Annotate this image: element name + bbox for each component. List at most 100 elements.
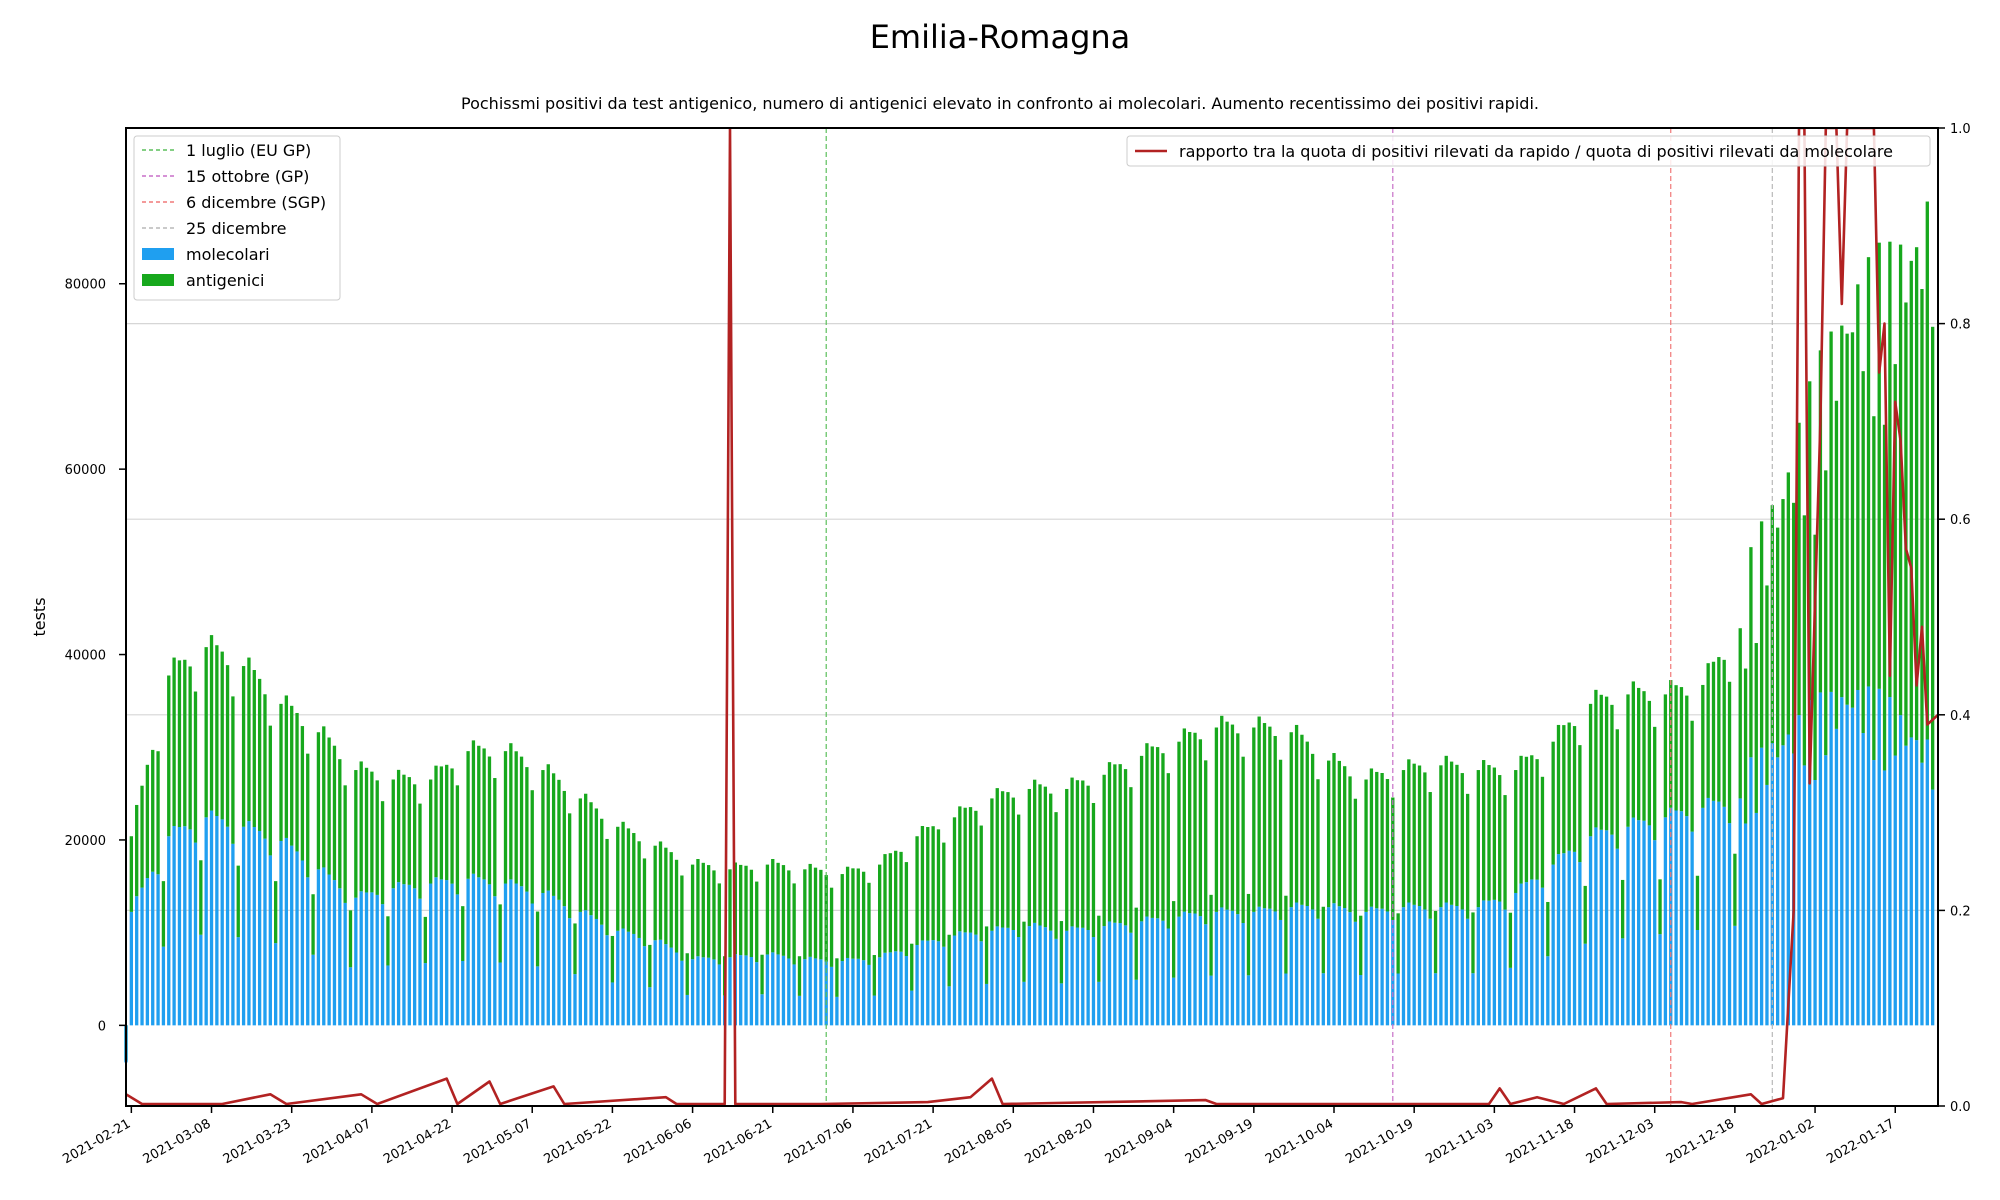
- bar-antigenici: [386, 916, 390, 966]
- bar-molecolari: [1305, 905, 1309, 1026]
- bar-antigenici: [1492, 767, 1497, 900]
- bar-antigenici: [936, 829, 941, 942]
- bar-molecolari: [466, 878, 470, 1026]
- bar-antigenici: [1359, 915, 1363, 975]
- bar-antigenici: [274, 881, 278, 944]
- bar-antigenici: [1669, 680, 1673, 808]
- bar-antigenici: [199, 860, 203, 935]
- bar-antigenici: [209, 635, 214, 811]
- bar-antigenici: [1679, 687, 1684, 812]
- bar-antigenici: [1284, 895, 1288, 974]
- bar-molecolari: [370, 892, 374, 1026]
- bar-molecolari: [781, 955, 786, 1026]
- bar-molecolari: [1385, 911, 1390, 1026]
- bar-antigenici: [290, 705, 294, 846]
- bar-antigenici: [589, 802, 593, 916]
- bar-molecolari: [1412, 904, 1416, 1026]
- bar-molecolari: [1722, 806, 1726, 1026]
- legend-label: 6 dicembre (SGP): [186, 193, 326, 212]
- bar-molecolari: [1866, 686, 1871, 1026]
- bar-antigenici: [236, 865, 240, 938]
- bar-molecolari: [493, 896, 497, 1026]
- bar-antigenici: [1898, 244, 1903, 716]
- bar-antigenici: [1775, 527, 1780, 758]
- bar-molecolari: [755, 962, 759, 1026]
- bar-antigenici: [348, 910, 353, 968]
- bar-antigenici: [899, 851, 903, 952]
- bar-molecolari: [1423, 909, 1427, 1026]
- bar-molecolari: [626, 931, 631, 1026]
- bar-molecolari: [1097, 981, 1101, 1026]
- bar-antigenici: [493, 778, 497, 897]
- bar-antigenici: [680, 875, 684, 961]
- y2-tick-label: 0.2: [1950, 904, 1971, 919]
- bar-antigenici: [1102, 774, 1106, 927]
- bar-antigenici: [1155, 747, 1160, 919]
- bar-antigenici: [674, 859, 679, 953]
- bar-antigenici: [231, 696, 235, 844]
- bar-antigenici: [1487, 765, 1491, 901]
- bar-molecolari: [915, 944, 919, 1026]
- bar-molecolari: [1524, 882, 1529, 1026]
- bar-molecolari: [498, 962, 502, 1026]
- bar-antigenici: [584, 793, 588, 911]
- bar-antigenici: [1471, 912, 1475, 974]
- bar-antigenici: [215, 645, 219, 817]
- bar-antigenici: [1583, 885, 1587, 944]
- bar-antigenici: [1711, 661, 1716, 801]
- bar-antigenici: [840, 874, 844, 962]
- bar-antigenici: [867, 882, 871, 965]
- bar-molecolari: [1888, 697, 1892, 1026]
- bar-antigenici: [257, 678, 262, 831]
- bar-antigenici: [1193, 732, 1197, 914]
- bar-antigenici: [225, 665, 230, 827]
- bar-antigenici: [1198, 739, 1203, 917]
- bar-antigenici: [455, 785, 460, 895]
- bar-molecolari: [861, 960, 866, 1026]
- bar-molecolari: [1417, 905, 1422, 1026]
- bar-molecolari: [1081, 927, 1085, 1026]
- bar-molecolari: [1658, 934, 1662, 1026]
- bar-antigenici: [1006, 792, 1010, 928]
- bar-molecolari: [1075, 927, 1080, 1026]
- bar-antigenici: [958, 806, 962, 932]
- bar-antigenici: [423, 916, 427, 964]
- bar-molecolari: [1214, 911, 1219, 1026]
- legend-label: rapporto tra la quota di positivi rileva…: [1179, 142, 1893, 161]
- bar-antigenici: [995, 788, 999, 927]
- bar-molecolari: [1000, 927, 1005, 1026]
- bar-molecolari: [1519, 883, 1523, 1026]
- bar-antigenici: [1241, 756, 1245, 924]
- bar-molecolari: [1455, 905, 1459, 1026]
- bar-antigenici: [322, 726, 326, 868]
- bar-molecolari: [209, 810, 214, 1026]
- bar-molecolari: [359, 891, 363, 1026]
- bar-antigenici: [1444, 755, 1448, 903]
- bar-antigenici: [1091, 802, 1096, 938]
- bar-molecolari: [936, 941, 941, 1026]
- y-tick-label: 40000: [65, 649, 106, 664]
- bar-molecolari: [332, 880, 337, 1026]
- bar-molecolari: [904, 956, 909, 1026]
- bar-molecolari: [958, 931, 962, 1026]
- bar-molecolari: [1407, 902, 1411, 1026]
- bar-molecolari: [396, 882, 401, 1026]
- bar-antigenici: [1412, 763, 1416, 905]
- bar-antigenici: [514, 751, 518, 884]
- bar-molecolari: [1503, 909, 1507, 1026]
- bar-antigenici: [183, 659, 187, 827]
- bar-antigenici: [1642, 691, 1646, 821]
- bar-antigenici: [1738, 628, 1742, 799]
- bar-molecolari: [231, 843, 235, 1026]
- bar-antigenici: [284, 695, 289, 838]
- bar-molecolari: [947, 986, 951, 1026]
- bar-molecolari: [1343, 908, 1347, 1026]
- bar-antigenici: [974, 810, 978, 935]
- bar-molecolari: [1236, 914, 1240, 1026]
- chart-subtitle: Pochissmi positivi da test antigenico, n…: [461, 94, 1539, 113]
- bar-molecolari: [1759, 747, 1764, 1026]
- bar-molecolari: [974, 934, 978, 1026]
- bar-antigenici: [338, 759, 342, 889]
- bar-molecolari: [1653, 840, 1657, 1026]
